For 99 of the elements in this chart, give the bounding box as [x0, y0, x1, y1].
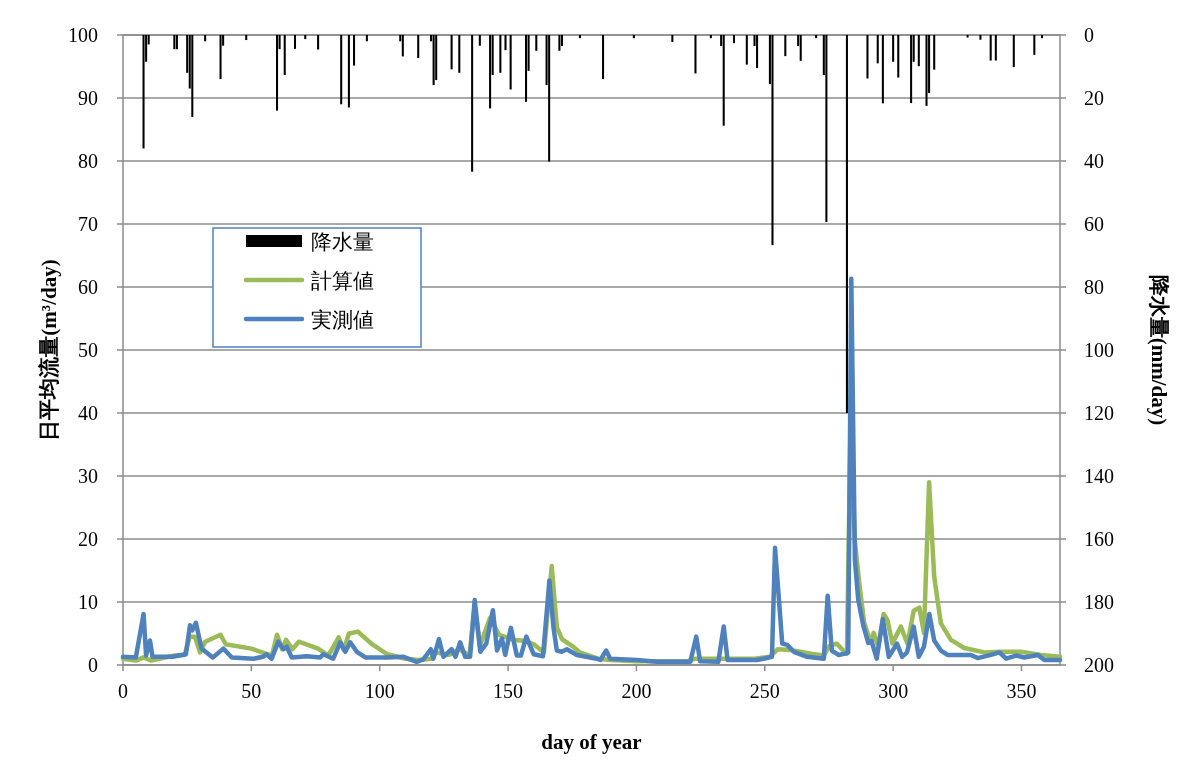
x-tick-label: 0: [118, 680, 128, 702]
y2-tick-label: 0: [1084, 24, 1094, 46]
bar: [560, 35, 563, 47]
y-tick-label: 0: [88, 654, 98, 676]
bar: [876, 35, 879, 64]
y-tick-label: 70: [78, 213, 98, 235]
bar: [1041, 35, 1044, 39]
bar: [435, 35, 438, 81]
y2-tick-label: 60: [1084, 213, 1104, 235]
bar: [979, 35, 982, 40]
bar: [1012, 35, 1015, 68]
bar: [293, 35, 297, 49]
y2-tick-label: 180: [1084, 591, 1114, 613]
bar: [745, 35, 748, 65]
bar: [450, 35, 453, 70]
y2-tick-label: 100: [1084, 339, 1114, 361]
bar: [525, 35, 528, 102]
bar: [142, 35, 145, 149]
y-tick-label: 90: [78, 87, 98, 109]
bar: [602, 35, 605, 80]
y-tick-label: 80: [78, 150, 98, 172]
x-tick-label: 50: [241, 680, 262, 702]
bar: [535, 35, 538, 51]
y-tick-label: 100: [68, 24, 98, 46]
bar: [671, 35, 674, 42]
y-tick-label: 40: [78, 402, 98, 424]
x-tick-label: 300: [878, 680, 909, 702]
y2-tick-label: 40: [1084, 150, 1104, 172]
y2-tick-label: 200: [1084, 654, 1114, 676]
bar: [499, 35, 502, 73]
bar: [276, 35, 279, 111]
bar: [245, 35, 248, 41]
bar: [994, 35, 997, 61]
bar: [897, 35, 900, 78]
bar: [401, 35, 404, 57]
bar: [489, 35, 492, 109]
bar: [910, 35, 913, 104]
bar: [347, 35, 350, 108]
bar: [365, 35, 368, 42]
bar: [732, 35, 735, 44]
bar: [432, 35, 435, 86]
bar: [283, 35, 286, 76]
bar: [881, 35, 884, 104]
bar: [471, 35, 474, 172]
y-tick-label: 50: [78, 339, 98, 361]
bar: [353, 35, 356, 66]
y-tick-label: 20: [78, 528, 98, 550]
bar: [417, 35, 420, 58]
bar: [892, 35, 895, 62]
y2-tick-label: 120: [1084, 402, 1114, 424]
bar: [825, 35, 828, 223]
bar: [509, 35, 512, 90]
bar: [204, 35, 207, 42]
bar: [866, 35, 869, 79]
y-axis-title: 日平均流量(m³/day): [37, 259, 61, 441]
bar: [317, 35, 320, 50]
y-tick-label: 60: [78, 276, 98, 298]
bar: [632, 35, 635, 39]
y2-tick-label: 160: [1084, 528, 1114, 550]
bar: [917, 35, 920, 67]
bar: [219, 35, 222, 80]
y2-tick-label: 20: [1084, 87, 1104, 109]
bar: [191, 35, 194, 117]
bar: [925, 35, 928, 106]
bar: [578, 35, 581, 39]
bar: [709, 35, 712, 39]
bar: [504, 35, 507, 51]
bar: [815, 35, 818, 39]
bar: [558, 35, 561, 51]
bar: [694, 35, 697, 74]
x-tick-label: 350: [1006, 680, 1037, 702]
x-tick-label: 150: [493, 680, 524, 702]
legend-label: 降水量: [311, 230, 374, 254]
bar: [458, 35, 461, 73]
y2-axis-title: 降水量(mm/day): [1147, 274, 1171, 426]
bar: [784, 35, 787, 57]
bar: [966, 35, 969, 38]
bar: [340, 35, 343, 105]
legend-label: 実測値: [311, 308, 374, 332]
bar: [756, 35, 759, 69]
y-tick-label: 30: [78, 465, 98, 487]
y2-tick-label: 80: [1084, 276, 1104, 298]
bar: [845, 35, 848, 413]
x-tick-label: 100: [364, 680, 395, 702]
y2-tick-label: 140: [1084, 465, 1114, 487]
bar: [1033, 35, 1036, 55]
bar: [799, 35, 802, 61]
bar: [478, 35, 481, 46]
x-tick-label: 250: [749, 680, 780, 702]
bar: [548, 35, 551, 162]
bar: [989, 35, 992, 61]
x-axis-title: day of year: [541, 730, 642, 754]
x-tick-label: 200: [621, 680, 652, 702]
bar: [771, 35, 774, 246]
bar: [933, 35, 936, 70]
bar: [722, 35, 725, 126]
bar: [304, 35, 307, 40]
y-tick-label: 10: [78, 591, 98, 613]
legend-label: 計算値: [311, 269, 374, 293]
